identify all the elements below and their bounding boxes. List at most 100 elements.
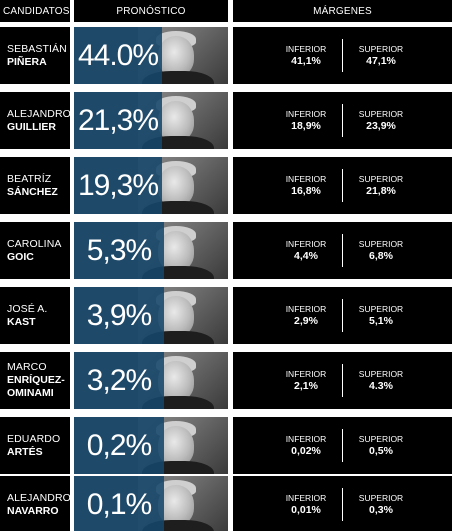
- candidate-row: ALEJANDRO NAVARRO 0,1% INFERIOR 0,01% SU…: [0, 476, 454, 531]
- lower-value: 2,9%: [294, 315, 318, 327]
- margins-cell: INFERIOR 2,9% SUPERIOR 5,1%: [233, 287, 452, 344]
- lower-value: 18,9%: [291, 120, 321, 132]
- candidate-first-name: JOSÉ A.: [7, 302, 48, 315]
- candidate-last-name: ARTÉS: [7, 445, 43, 458]
- candidate-first-name: SEBASTIÁN: [7, 42, 67, 55]
- lower-margin: INFERIOR 2,9%: [271, 287, 341, 344]
- margin-divider: [342, 234, 343, 267]
- forecast-value: 3,9%: [86, 298, 152, 332]
- upper-margin: SUPERIOR 4.3%: [346, 352, 416, 409]
- lower-value: 0,01%: [291, 504, 321, 516]
- forecast-value: 0,2%: [86, 428, 152, 462]
- forecast-overlay: [74, 27, 162, 84]
- forecast-value: 5,3%: [86, 233, 152, 267]
- forecast-value: 44.0%: [77, 38, 159, 72]
- upper-margin: SUPERIOR 21,8%: [346, 157, 416, 214]
- candidate-name-cell: EDUARDO ARTÉS: [0, 417, 70, 474]
- photo-head: [158, 361, 194, 401]
- candidate-name-cell: BEATRÍZ SÁNCHEZ: [0, 157, 70, 214]
- forecast-overlay: [74, 417, 164, 474]
- forecast-value: 19,3%: [77, 168, 159, 202]
- upper-value: 23,9%: [366, 120, 396, 132]
- candidate-row: JOSÉ A. KAST 3,9% INFERIOR 2,9% SUPERIOR…: [0, 287, 454, 344]
- upper-margin: SUPERIOR 5,1%: [346, 287, 416, 344]
- forecast-value: 21,3%: [77, 103, 159, 137]
- margins-cell: INFERIOR 2,1% SUPERIOR 4.3%: [233, 352, 452, 409]
- candidate-name-cell: JOSÉ A. KAST: [0, 287, 70, 344]
- upper-label: SUPERIOR: [358, 174, 404, 184]
- lower-value: 2,1%: [294, 380, 318, 392]
- header-margins: MÁRGENES: [233, 0, 452, 22]
- candidate-last-name: SÁNCHEZ: [7, 185, 58, 198]
- lower-label: INFERIOR: [285, 109, 327, 119]
- upper-label: SUPERIOR: [358, 44, 404, 54]
- lower-margin: INFERIOR 0,02%: [271, 417, 341, 474]
- upper-label: SUPERIOR: [358, 434, 404, 444]
- candidate-last-name: KAST: [7, 315, 36, 328]
- upper-value: 5,1%: [369, 315, 393, 327]
- candidate-first-name: BEATRÍZ: [7, 172, 52, 185]
- lower-margin: INFERIOR 4,4%: [271, 222, 341, 279]
- lower-margin: INFERIOR 0,01%: [271, 476, 341, 531]
- forecast-cell: 0,2%: [74, 417, 228, 474]
- lower-margin: INFERIOR 18,9%: [271, 92, 341, 149]
- lower-value: 16,8%: [291, 185, 321, 197]
- forecast-cell: 5,3%: [74, 222, 228, 279]
- forecast-overlay: [74, 287, 164, 344]
- forecast-cell: 0,1%: [74, 476, 228, 531]
- candidate-name-cell: ALEJANDRO NAVARRO: [0, 476, 71, 531]
- candidate-first-name: EDUARDO: [7, 432, 61, 445]
- photo-head: [158, 231, 194, 271]
- header-forecast: PRONÓSTICO: [74, 0, 228, 22]
- margin-divider: [342, 488, 343, 521]
- lower-label: INFERIOR: [285, 239, 327, 249]
- lower-label: INFERIOR: [285, 369, 327, 379]
- upper-margin: SUPERIOR 0,3%: [346, 476, 416, 531]
- margins-cell: INFERIOR 4,4% SUPERIOR 6,8%: [233, 222, 452, 279]
- forecast-cell: 3,9%: [74, 287, 228, 344]
- photo-head: [158, 101, 194, 141]
- candidate-name-cell: MARCO ENRÍQUEZ- OMINAMI: [0, 352, 70, 409]
- forecast-cell: 21,3%: [74, 92, 228, 149]
- candidate-first-name: MARCO: [7, 361, 47, 373]
- forecast-cell: 3,2%: [74, 352, 228, 409]
- upper-margin: SUPERIOR 23,9%: [346, 92, 416, 149]
- candidate-row: MARCO ENRÍQUEZ- OMINAMI 3,2% INFERIOR 2,…: [0, 352, 454, 409]
- forecast-overlay: [74, 157, 162, 214]
- upper-margin: SUPERIOR 47,1%: [346, 27, 416, 84]
- candidate-row: EDUARDO ARTÉS 0,2% INFERIOR 0,02% SUPERI…: [0, 417, 454, 474]
- margin-divider: [342, 39, 343, 72]
- candidate-first-name: ALEJANDRO: [7, 107, 71, 120]
- lower-margin: INFERIOR 2,1%: [271, 352, 341, 409]
- forecast-overlay: [74, 92, 162, 149]
- margins-cell: INFERIOR 0,02% SUPERIOR 0,5%: [233, 417, 452, 474]
- photo-shoulders: [142, 520, 214, 531]
- upper-label: SUPERIOR: [358, 304, 404, 314]
- candidate-row: BEATRÍZ SÁNCHEZ 19,3% INFERIOR 16,8% SUP…: [0, 157, 454, 214]
- forecast-overlay: [74, 476, 164, 531]
- candidate-last-name: GUILLIER: [7, 120, 56, 133]
- margin-divider: [342, 299, 343, 332]
- upper-label: SUPERIOR: [358, 239, 404, 249]
- lower-value: 4,4%: [294, 250, 318, 262]
- margin-divider: [342, 364, 343, 397]
- margin-divider: [342, 104, 343, 137]
- candidate-last-name-2: OMINAMI: [7, 387, 54, 399]
- photo-head: [158, 36, 194, 76]
- candidate-name-cell: ALEJANDRO GUILLIER: [0, 92, 71, 149]
- upper-label: SUPERIOR: [358, 369, 404, 379]
- forecast-value: 3,2%: [86, 363, 152, 397]
- lower-label: INFERIOR: [285, 434, 327, 444]
- margins-cell: INFERIOR 18,9% SUPERIOR 23,9%: [233, 92, 452, 149]
- margins-cell: INFERIOR 16,8% SUPERIOR 21,8%: [233, 157, 452, 214]
- lower-label: INFERIOR: [285, 44, 327, 54]
- upper-margin: SUPERIOR 6,8%: [346, 222, 416, 279]
- candidate-last-name: PIÑERA: [7, 55, 47, 68]
- upper-value: 47,1%: [366, 55, 396, 67]
- lower-label: INFERIOR: [285, 174, 327, 184]
- margin-divider: [342, 169, 343, 202]
- candidate-last-name: GOIC: [7, 250, 34, 263]
- forecast-overlay: [74, 352, 164, 409]
- margin-divider: [342, 429, 343, 462]
- photo-head: [158, 296, 194, 336]
